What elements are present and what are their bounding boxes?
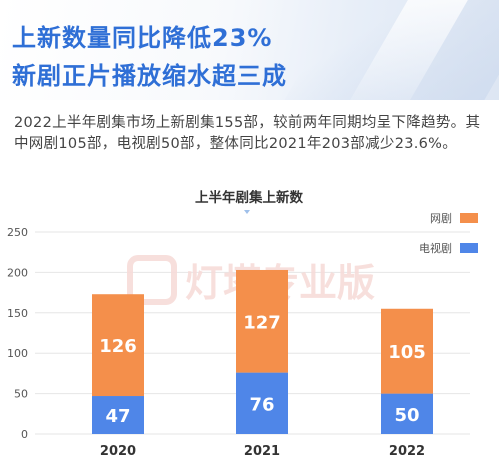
headline-line-2: 新剧正片播放缩水超三成: [12, 62, 287, 90]
x-tick-label: 2021: [244, 444, 280, 459]
bar-web-series: [92, 294, 144, 397]
bar-web-series: [236, 269, 288, 373]
y-tick-label: 200: [7, 266, 28, 279]
data-label: 126: [99, 336, 137, 357]
bar-tv-series: [381, 393, 433, 434]
chart-title: 上半年剧集上新数: [195, 189, 303, 206]
legend-swatch: [460, 213, 478, 223]
description-paragraph: 2022上半年剧集市场上新剧集155部，较前两年同期均呈下降趋势。其中网剧105…: [14, 115, 481, 152]
bar-tv-series: [92, 396, 144, 434]
data-label: 105: [388, 342, 426, 363]
title-pointer-icon: [244, 210, 250, 214]
bars: 47 126 76 127 50 105: [92, 269, 433, 434]
x-tick-label: 2022: [389, 444, 425, 459]
legend-swatch: [460, 243, 478, 253]
x-axis: 2020 2021 2022: [100, 444, 425, 459]
y-tick-label: 150: [7, 307, 28, 320]
data-label: 47: [105, 406, 130, 427]
y-tick-label: 250: [7, 226, 28, 239]
bar-tv-series: [236, 372, 288, 434]
y-tick-label: 0: [21, 428, 28, 441]
watermark-logo-icon: [127, 255, 177, 305]
x-tick-label: 2020: [100, 444, 136, 459]
legend-label: 电视剧: [419, 241, 452, 255]
data-label: 50: [394, 405, 419, 426]
data-label: 76: [249, 394, 274, 415]
legend-label: 网剧: [430, 212, 452, 225]
bar-web-series: [381, 308, 433, 394]
headline-line-1: 上新数量同比降低23%: [12, 24, 273, 52]
y-tick-label: 100: [7, 347, 28, 360]
y-axis: 0 50 100 150 200 250: [7, 226, 28, 441]
header-banner: 上新数量同比降低23% 新剧正片播放缩水超三成: [0, 0, 499, 100]
data-label: 127: [243, 312, 281, 333]
y-tick-label: 50: [14, 388, 28, 401]
